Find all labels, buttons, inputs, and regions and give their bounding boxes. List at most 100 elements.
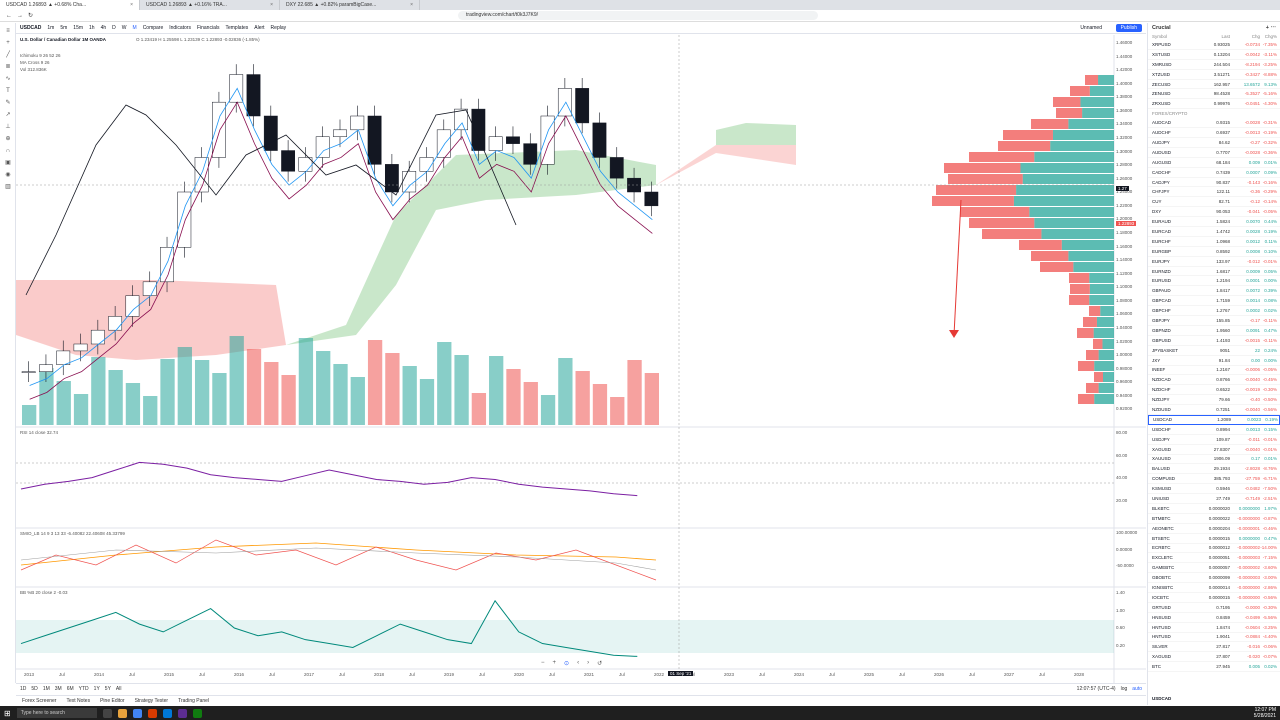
watchlist-row[interactable]: UNIUSD 27.749 -0.7149 -2.51% (1148, 494, 1280, 504)
watchlist-row[interactable]: CUY 82.71 -0.12 -0.14% (1148, 197, 1280, 208)
watchlist-row[interactable]: EURJPY 133.97 -0.012 -0.01% (1148, 257, 1280, 267)
range-3m[interactable]: 3M (54, 686, 62, 692)
app-icon[interactable] (177, 708, 187, 718)
col-last[interactable]: Last (1221, 34, 1230, 39)
watchlist-row[interactable]: INEEF 1.2167 -0.0006 -0.05% (1148, 366, 1280, 376)
interval-15m[interactable]: 15m (73, 25, 84, 31)
watchlist-row[interactable]: AUDJPY 84.62 -0.27 -0.32% (1148, 138, 1280, 148)
price-axis[interactable]: 1.46000 1.44000 1.42000 1.40000 1.38000 1.360… (1116, 35, 1146, 425)
watchlist-row[interactable]: CADJPY 90.837 -0.143 -0.16% (1148, 178, 1280, 188)
watchlist-row[interactable]: JXY 91.84 0.00 0.00% (1148, 356, 1280, 366)
magnet-icon[interactable]: ∩ (5, 148, 11, 154)
tab-pine-editor[interactable]: Pine Editor (100, 697, 125, 704)
interval-1h[interactable]: 1h (89, 25, 95, 31)
watchlist-row[interactable]: AEONBTC 0.0000204 -0.0000001 -0.46% (1148, 524, 1280, 534)
browser-tab[interactable]: DXY 22.685 ▲ +0.82% paramBigCase... × (280, 0, 420, 10)
interval-d[interactable]: D (112, 25, 116, 31)
price-chart[interactable] (16, 35, 1146, 683)
chart-area[interactable]: U.S. Dollar / Canadian Dollar 1M OANDA O… (16, 35, 1146, 683)
watchlist-row[interactable]: GRTUSD 0.7195 -0.0000 -0.30% (1148, 603, 1280, 613)
chrome-icon[interactable] (132, 708, 142, 718)
close-icon[interactable]: × (410, 2, 413, 8)
url-field[interactable]: tradingview.com/chart/t0k3J7K9/ (458, 11, 819, 20)
replay-button[interactable]: Replay (270, 25, 287, 31)
trash-icon[interactable]: ▥ (5, 184, 11, 190)
watchlist-row[interactable]: EURNZD 1.6817 0.0009 0.05% (1148, 267, 1280, 277)
watchlist-row[interactable]: HNTUSD 1.8474 -0.0604 -3.25% (1148, 623, 1280, 633)
watchlist-row[interactable]: NZDUSD 0.7251 -0.0040 -0.56% (1148, 405, 1280, 415)
watchlist-row[interactable]: USDCAD 1.2089 0.0023 0.19% (1148, 414, 1280, 425)
watchlist-row[interactable]: XRPUSD 0.93025 -0.0734 -7.35% (1148, 40, 1280, 50)
menu-icon[interactable]: ≡ (6, 28, 10, 34)
browser-tab[interactable]: USDCAD 1.26893 ▲ +0.68% Cha... × (0, 0, 140, 10)
watchlist-row[interactable]: XTZUSD 3.51271 -0.3427 -8.88% (1148, 70, 1280, 80)
watchlist-row[interactable]: XAGUSD 27.807 -0.020 -0.07% (1148, 652, 1280, 663)
watchlist-row[interactable]: GBPCHF 1.2767 0.0002 0.02% (1148, 306, 1280, 317)
watchlist-row[interactable]: AUGUSD 68.184 0.009 0.01% (1148, 158, 1280, 168)
interval-5m[interactable]: 5m (60, 25, 68, 31)
range-6m[interactable]: 6M (66, 686, 74, 692)
browser-tab[interactable]: USDCAD 1.26893 ▲ +0.16% TRA... × (140, 0, 280, 10)
watchlist-row[interactable]: COMPUSD 385.793 -27.759 -6.71% (1148, 474, 1280, 485)
indicator-legend-ma[interactable]: MA Cross 9 26 (20, 60, 50, 65)
watchlist-row[interactable]: HNTUSD 1.9041 -0.0884 -4.40% (1148, 633, 1280, 643)
col-chg[interactable]: Chg (1251, 34, 1260, 39)
fib-icon[interactable]: ≣ (5, 64, 11, 70)
close-icon[interactable]: × (270, 2, 273, 8)
tab-forex-screener[interactable]: Forex Screener (22, 697, 57, 704)
scroll-right-icon[interactable]: › (587, 660, 590, 666)
indicator-legend-ichimoku[interactable]: Ichimoku 9 26 52 26 (20, 53, 61, 58)
watchlist-row[interactable]: XSTUSD 0.13204 -0.0042 -3.11% (1148, 50, 1280, 60)
indicator-legend-vol[interactable]: Vol 312.836K (20, 67, 47, 72)
layout-name[interactable]: Unnamed (1080, 25, 1102, 31)
spreadsheet-icon[interactable] (192, 708, 202, 718)
watchlist-row[interactable]: XMRUSD 244.504 -8.2194 -3.25% (1148, 60, 1280, 70)
watchlist-section-label[interactable]: FOREX/CRYPTO (1152, 111, 1188, 117)
financials-button[interactable]: Financials (196, 25, 220, 31)
range-1y[interactable]: 1Y (93, 686, 100, 692)
trendline-icon[interactable]: ╱ (6, 52, 10, 58)
reload-icon[interactable]: ↻ (28, 13, 34, 19)
watchlist-row[interactable]: BLKBTC 0.0000020 0.0000000 1.97% (1148, 504, 1280, 514)
range-1d[interactable]: 1D (20, 686, 27, 692)
range-5d[interactable]: 5D (31, 686, 38, 692)
indicators-button[interactable]: Indicators (169, 25, 191, 31)
taskbar-search[interactable]: Type here to search (16, 708, 97, 718)
zoom-icon[interactable]: ⊕ (5, 136, 11, 142)
close-icon[interactable]: × (130, 2, 133, 8)
watchlist-row[interactable]: ZENUSD 98.4528 -5.3527 -5.16% (1148, 89, 1280, 100)
watchlist-row[interactable]: AUDCHF 0.6937 -0.0013 -0.19% (1148, 128, 1280, 139)
watchlist-row[interactable]: CADCHF 0.7439 0.0007 0.09% (1148, 168, 1280, 178)
office-icon[interactable] (147, 708, 157, 718)
windows-start-icon[interactable]: ⊞ (4, 708, 11, 718)
watchlist-row[interactable]: BALUSD 29.1934 -2.8028 -8.76% (1148, 464, 1280, 475)
watchlist-row[interactable]: XAGUSD 27.8307 -0.0040 -0.01% (1148, 445, 1280, 455)
watchlist-row[interactable]: GBPCAD 1.7159 0.0014 0.08% (1148, 296, 1280, 307)
range-all[interactable]: All (115, 686, 122, 692)
watchlist-row[interactable]: EURAUD 1.5824 0.0070 0.44% (1148, 217, 1280, 228)
watchlist-row[interactable]: CHFJPY 122.11 -0.36 -0.29% (1148, 187, 1280, 198)
watchlist-row[interactable]: USDJPY 109.87 -0.011 -0.01% (1148, 435, 1280, 445)
watchlist-title[interactable]: Crucial (1152, 25, 1171, 31)
zoom-in-icon[interactable]: + (552, 660, 557, 666)
watchlist-row[interactable]: GBPJPY 155.85 -0.17 -0.11% (1148, 316, 1280, 326)
auto-toggle[interactable]: auto (1132, 686, 1142, 692)
watchlist-row[interactable]: AUDUSD 0.7707 -0.0028 -0.36% (1148, 148, 1280, 158)
interval-4h[interactable]: 4h (100, 25, 107, 31)
watchlist-row[interactable]: ZRXUSD 0.99976 -0.0451 -4.30% (1148, 99, 1280, 110)
file-explorer-icon[interactable] (117, 708, 127, 718)
templates-button[interactable]: Templates (225, 25, 249, 31)
scroll-left-icon[interactable]: ‹ (577, 660, 580, 666)
watchlist-row[interactable]: AUDCAD 0.9315 -0.0028 -0.31% (1148, 118, 1280, 129)
watchlist-row[interactable]: GAMEBTC 0.0000057 -0.0000002 -3.60% (1148, 563, 1280, 574)
tab-strategy-tester[interactable]: Strategy Tester (134, 697, 169, 704)
watchlist-row[interactable]: ZECUSD 162.957 13.6572 9.13% (1148, 80, 1280, 90)
watchlist-row[interactable]: GBOBTC 0.0000099 -0.0000003 -3.00% (1148, 573, 1280, 584)
col-symbol[interactable]: Symbol (1152, 34, 1168, 39)
pattern-icon[interactable]: ∿ (5, 76, 11, 82)
watchlist-row[interactable]: EURUSD 1.2194 0.0001 0.00% (1148, 276, 1280, 287)
watchlist-row[interactable]: NZDCAD 0.8766 -0.0040 -0.45% (1148, 375, 1280, 386)
watchlist-row[interactable]: DXY 90.053 -0.041 -0.05% (1148, 207, 1280, 218)
watchlist-row[interactable]: JPYBASKET 9051 22 0.24% (1148, 346, 1280, 356)
stoch-legend[interactable]: SMIO_LB 14 9 3 13 33 -6.40082 22.40608 4… (20, 531, 125, 536)
